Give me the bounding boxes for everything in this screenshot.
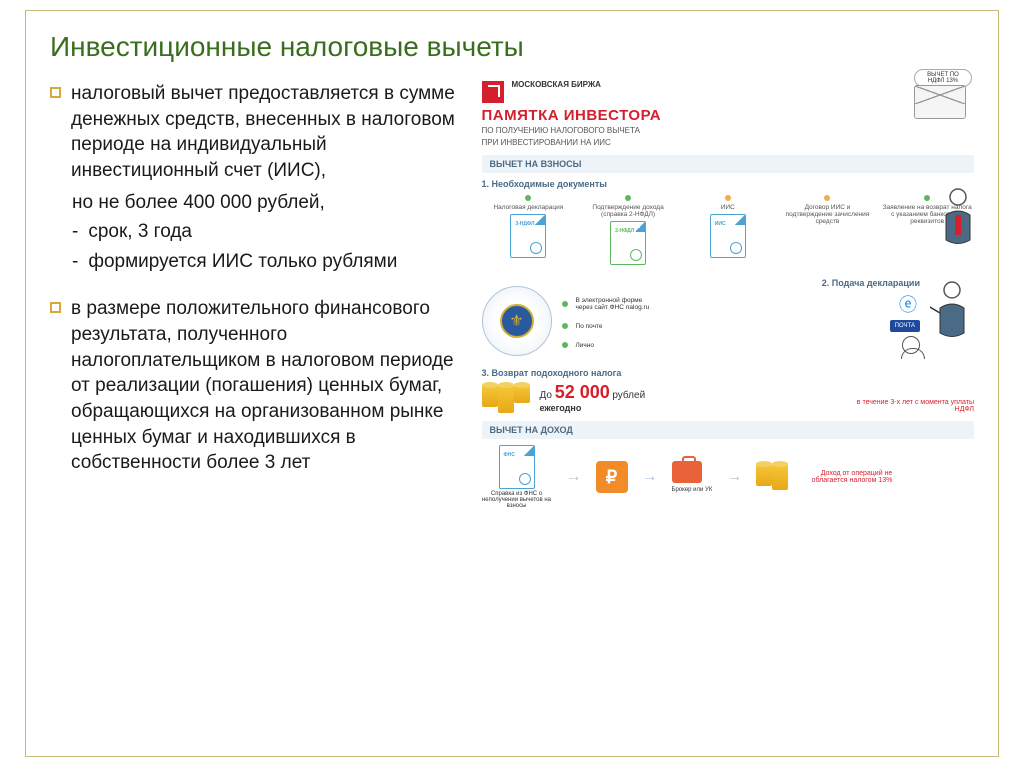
logo-block [482, 81, 504, 103]
green-dot-icon [625, 195, 631, 201]
user-icon [902, 336, 920, 354]
moex-logo-icon [482, 81, 504, 103]
bullet-item-2: в размере положительного финансового рез… [50, 296, 470, 475]
memo-subtitle-1: ПО ПОЛУЧЕНИЮ НАЛОГОВОГО ВЫЧЕТА [482, 126, 974, 136]
doc-label: ИИС [681, 204, 775, 211]
envelope-icon [914, 85, 966, 119]
arrow-right-icon: → [642, 468, 658, 486]
fns-emblem-icon [482, 286, 552, 356]
doc-col-1: Налоговая декларация 3-НДФЛ [482, 195, 576, 261]
section-bar-income: ВЫЧЕТ НА ДОХОД [482, 421, 974, 439]
dash-item-1: - срок, 3 года [72, 219, 470, 245]
info-header: МОСКОВСКАЯ БИРЖА [482, 81, 974, 103]
doc-col-2: Подтверждение дохода (справка 2-НФДЛ) 2-… [581, 195, 675, 268]
fns-doc-icon: ФНС [499, 445, 535, 489]
broker-label: Брокер или УК [672, 487, 713, 493]
refund-amount-block: До 52 000 рублей ежегодно [540, 382, 646, 413]
bullet-text: налоговый вычет предоставляется в сумме … [71, 81, 470, 184]
briefcase-icon [672, 461, 702, 483]
square-bullet-icon [50, 302, 61, 313]
bullet-item-1: налоговый вычет предоставляется в сумме … [50, 81, 470, 184]
green-dot-icon [924, 195, 930, 201]
green-dot-icon [562, 323, 568, 329]
doc-col-4: Договор ИИС и подтверждение зачисления с… [781, 195, 875, 225]
doc-label: Договор ИИС и подтверждение зачисления с… [781, 204, 875, 225]
square-bullet-icon [50, 87, 61, 98]
envelope-block: ВЫЧЕТ ПО НДФЛ 13% [914, 85, 966, 119]
person-pointing-icon [930, 278, 974, 350]
left-column: налоговый вычет предоставляется в сумме … [50, 81, 470, 661]
infographic-panel: МОСКОВСКАЯ БИРЖА ПАМЯТКА ИНВЕСТОРА ПО ПО… [482, 81, 974, 661]
refund-note: в течение 3-х лет с момента уплаты НДФЛ [844, 399, 974, 413]
doc-col-3: ИИС ИИС [681, 195, 775, 261]
step-3-label: 3. Возврат подоходного налога [482, 368, 974, 378]
orange-dot-icon [725, 195, 731, 201]
income-doc-label: Справка из ФНС о неполучении вычетов на … [482, 491, 552, 509]
document-icon: 3-НДФЛ [510, 214, 546, 258]
refund-yearly: ежегодно [540, 403, 646, 413]
green-dot-icon [525, 195, 531, 201]
ruble-icon: ₽ [596, 461, 628, 493]
doc-label: Налоговая декларация [482, 204, 576, 211]
submit-post: По почте ПОЧТА [562, 320, 920, 332]
step-2-label: 2. Подача декларации [562, 278, 920, 288]
dash-icon: - [72, 219, 78, 245]
doc-label: Подтверждение дохода (справка 2-НФДЛ) [581, 204, 675, 218]
logo-text: МОСКОВСКАЯ БИРЖА [512, 81, 601, 90]
section-bar-contributions: ВЫЧЕТ НА ВЗНОСЫ [482, 155, 974, 173]
coins-icon [482, 385, 530, 413]
income-row: ФНС Справка из ФНС о неполучении вычетов… [482, 445, 974, 509]
documents-row: Налоговая декларация 3-НДФЛ Подтверждени… [482, 195, 974, 268]
ie-browser-icon: ⓔ [896, 292, 920, 316]
income-note: Доход от операций не облагается налогом … [802, 470, 892, 484]
dash-icon: - [72, 249, 78, 275]
submit-electronic: В электронной формечерез сайт ФНС nalog.… [562, 292, 920, 316]
right-column: МОСКОВСКАЯ БИРЖА ПАМЯТКА ИНВЕСТОРА ПО ПО… [482, 81, 974, 661]
document-icon: ИИС [710, 214, 746, 258]
document-icon: 2-НФДЛ [610, 221, 646, 265]
dash-text: срок, 3 года [88, 219, 192, 245]
dash-text: формируется ИИС только рублями [88, 249, 397, 275]
bullet-sub: но не более 400 000 рублей, [72, 190, 470, 216]
step-1-label: 1. Необходимые документы [482, 179, 974, 189]
dash-item-2: - формируется ИИС только рублями [72, 249, 470, 275]
memo-title: ПАМЯТКА ИНВЕСТОРА [482, 107, 974, 124]
arrow-right-icon: → [566, 468, 582, 486]
orange-dot-icon [824, 195, 830, 201]
outer-frame: Инвестиционные налоговые вычеты налоговы… [25, 10, 999, 757]
content-row: налоговый вычет предоставляется в сумме … [32, 81, 992, 661]
green-dot-icon [562, 301, 568, 307]
submit-person: Лично [562, 336, 920, 354]
slide-content: Инвестиционные налоговые вычеты налоговы… [32, 19, 992, 746]
refund-row: До 52 000 рублей ежегодно в течение 3-х … [482, 382, 974, 413]
bullet-text: в размере положительного финансового рез… [71, 296, 470, 475]
green-dot-icon [562, 342, 568, 348]
post-icon: ПОЧТА [890, 320, 920, 332]
refund-amount: 52 000 [555, 382, 610, 402]
memo-subtitle-2: ПРИ ИНВЕСТИРОВАНИИ НА ИИС [482, 138, 974, 148]
person-icon [936, 185, 980, 257]
page-title: Инвестиционные налоговые вычеты [32, 19, 992, 81]
arrow-right-icon: → [726, 468, 742, 486]
coins-icon [756, 464, 788, 490]
step-2-block: 2. Подача декларации В электронной форме… [482, 278, 974, 364]
